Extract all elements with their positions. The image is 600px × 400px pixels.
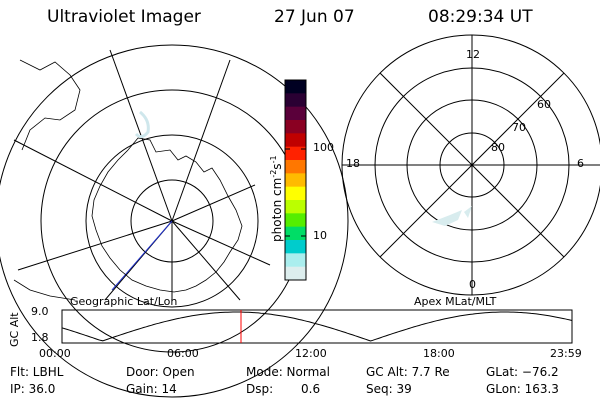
- colorbar-band: [285, 173, 306, 188]
- geo-meridian: [171, 59, 231, 222]
- glon-readout: GLon: 163.3: [486, 382, 559, 396]
- antarctica-coastline: [91, 137, 243, 293]
- unit-text: photon cm: [270, 177, 284, 242]
- geo-meridian: [171, 220, 241, 301]
- apex-polar-plot: [341, 34, 600, 296]
- geo-meridian: [17, 220, 173, 271]
- orbit-altitude-curve: [61, 311, 573, 342]
- aurora-patch: [464, 206, 472, 218]
- unit-exp2: -1: [269, 155, 278, 164]
- filter-readout: Flt: LBHL: [10, 365, 64, 379]
- mlt-label-0: 0: [469, 278, 476, 291]
- ip-readout: IP: 36.0: [10, 382, 56, 396]
- colorbar-band: [285, 240, 306, 254]
- colorbar-tick-label-10: 10: [313, 229, 327, 242]
- geo-meridian: [13, 139, 173, 222]
- app-title: Ultraviolet Imager: [47, 7, 201, 27]
- colorbar-band: [285, 213, 306, 228]
- colorbar: [284, 79, 307, 281]
- geo-meridian: [171, 220, 271, 266]
- colorbar-band: [285, 226, 306, 241]
- colorbar-band: [285, 186, 306, 201]
- door-readout: Door: Open: [126, 365, 195, 379]
- colorbar-band: [285, 133, 306, 148]
- mlt-label-12: 12: [466, 48, 480, 61]
- colorbar-band: [285, 266, 306, 281]
- aurora-patch: [432, 210, 462, 226]
- colorbar-band: [285, 253, 306, 268]
- coastline-fragment: [19, 59, 81, 151]
- colorbar-unit-label: photon cm-2s-1: [269, 155, 284, 242]
- timeline-ytick-1.8: 1.8: [31, 331, 49, 344]
- timeline-ytick-9: 9.0: [31, 305, 49, 318]
- colorbar-band: [285, 80, 306, 94]
- mlat-label-60: 60: [537, 98, 551, 111]
- colorbar-band: [285, 160, 306, 174]
- coastline-fragment: [13, 279, 76, 301]
- seq-readout: Seq: 39: [366, 382, 412, 396]
- geo-meridian: [171, 184, 256, 222]
- mode-readout: Mode: Normal: [246, 365, 330, 379]
- time-label: 08:29:34 UT: [428, 7, 533, 27]
- timeline-xtick: 18:00: [423, 347, 455, 360]
- gain-readout: Gain: 14: [126, 382, 177, 396]
- glat-readout: GLat: −76.2: [486, 365, 559, 379]
- date-label: 27 Jun 07: [274, 7, 355, 27]
- timeline-xtick: 12:00: [295, 347, 327, 360]
- geo-lat-circle-outermost: [0, 44, 349, 398]
- colorbar-frame: [284, 79, 307, 281]
- mlat-label-80: 80: [491, 141, 505, 154]
- unit-exp1: -2: [269, 169, 278, 178]
- colorbar-tick-label-100: 100: [313, 141, 334, 154]
- timeline-xtick: 06:00: [167, 347, 199, 360]
- timeline-xtick: 23:59: [550, 347, 582, 360]
- aurora-patch: [134, 110, 150, 139]
- colorbar-band: [285, 146, 306, 161]
- timeline-frame: [61, 309, 573, 344]
- timeline-y-label: GC Alt: [8, 312, 21, 347]
- dsp-label: Dsp:: [246, 382, 274, 396]
- mlt-label-18: 18: [346, 157, 360, 170]
- mlt-axis-diagonal: [379, 72, 565, 258]
- colorbar-band: [285, 93, 306, 108]
- geographic-map: [0, 44, 349, 398]
- orbit-timeline: [61, 309, 573, 344]
- timeline-xtick: 00:00: [39, 347, 71, 360]
- gc-alt-readout: GC Alt: 7.7 Re: [366, 365, 450, 379]
- colorbar-band: [285, 120, 306, 134]
- unit-s: s: [270, 163, 284, 170]
- right-map-caption: Apex MLat/MLT: [414, 295, 497, 308]
- left-map-caption: Geographic Lat/Lon: [70, 295, 178, 308]
- geo-lat-circle-mid: [85, 134, 259, 308]
- dsp-value: 0.6: [301, 382, 321, 396]
- colorbar-band: [285, 106, 306, 121]
- colorbar-band: [285, 200, 306, 214]
- colorbar-gradient: [285, 80, 306, 281]
- terminator-line: [111, 220, 173, 291]
- mlt-label-6: 6: [577, 157, 584, 170]
- mlat-label-70: 70: [512, 121, 526, 134]
